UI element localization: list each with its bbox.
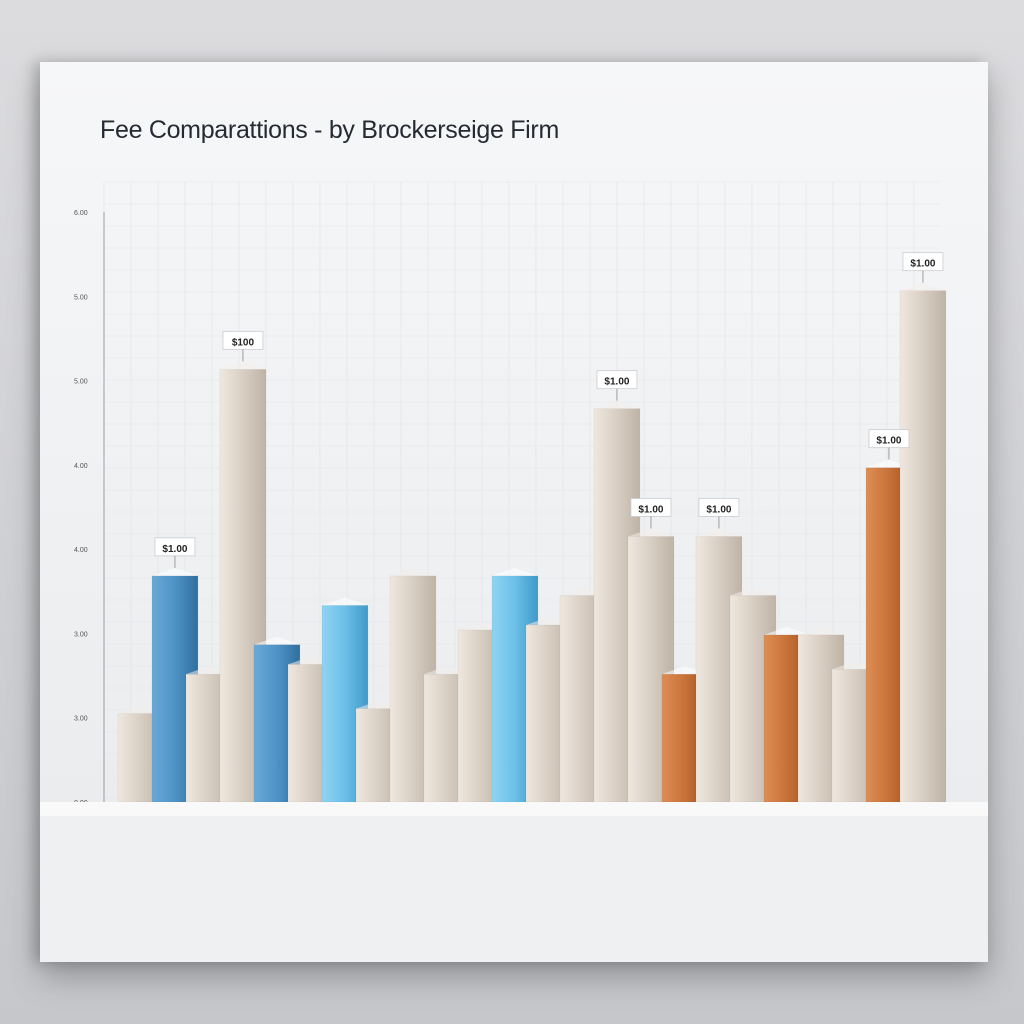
bar-cap <box>492 567 538 576</box>
value-label: $1.00 <box>604 377 629 388</box>
data-table-area <box>40 816 988 962</box>
chart-panel: Fee Comparattions - by Brockerseige Firm… <box>40 62 988 962</box>
bar-cap <box>322 597 368 606</box>
y-tick-label: 5.00 <box>74 379 88 386</box>
bar-cap <box>730 587 776 596</box>
bar <box>899 290 947 803</box>
bars <box>117 282 947 803</box>
value-label: $1.00 <box>876 436 901 447</box>
bar-cap <box>220 361 266 370</box>
bar-chart: 0.003.003.004.004.005.005.006.00$1.00$10… <box>40 181 988 962</box>
value-label: $1.00 <box>706 505 731 516</box>
y-tick-label: 3.00 <box>74 631 88 638</box>
bar-cap <box>798 626 844 635</box>
bar-cap <box>152 567 198 576</box>
value-label: $1.00 <box>162 544 187 555</box>
y-tick-label: 5.00 <box>74 294 88 301</box>
bar-cap <box>900 282 946 291</box>
y-tick-label: 4.00 <box>74 463 88 470</box>
chart-title: Fee Comparattions - by Brockerseige Firm <box>100 116 559 144</box>
value-label: $1.00 <box>910 259 935 270</box>
bar-cap <box>390 567 436 576</box>
value-label: $1.00 <box>638 505 663 516</box>
y-tick-label: 3.00 <box>74 716 88 723</box>
y-tick-label: 6.00 <box>74 210 88 217</box>
bar-cap <box>628 528 674 537</box>
bar-cap <box>764 626 810 635</box>
y-tick-label: 4.00 <box>74 547 88 554</box>
bar-cap <box>594 400 640 409</box>
bar-cap <box>254 636 300 645</box>
base-ledge <box>40 802 988 816</box>
value-label: $100 <box>232 337 255 348</box>
bar-cap <box>696 528 742 537</box>
